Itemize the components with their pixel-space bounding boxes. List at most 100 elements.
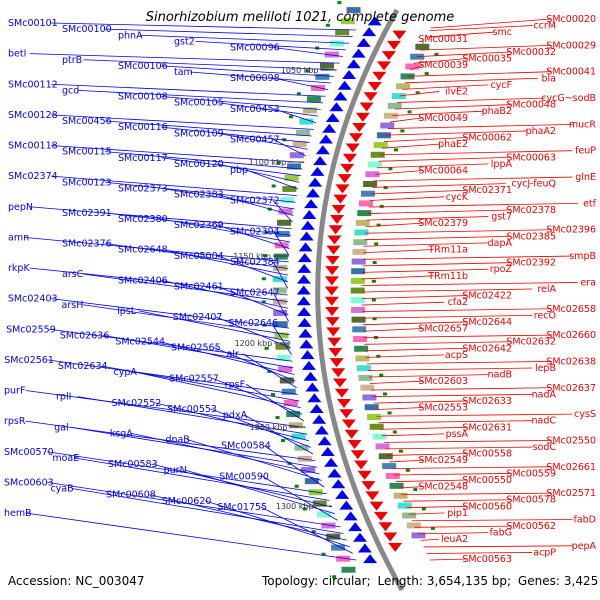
feature-stripe: [385, 472, 400, 479]
feature-stripe: [351, 306, 366, 313]
reverse-leader-line: [366, 361, 551, 365]
reverse-gene-label: acpP: [533, 547, 556, 558]
reverse-leader-line: [414, 525, 511, 528]
feature-stripe: [346, 7, 361, 14]
gc-marker: [383, 186, 388, 190]
feature-stripe: [331, 544, 346, 551]
feature-stripe: [369, 423, 384, 430]
forward-gene-arrow: [327, 468, 342, 478]
forward-gene-arrow: [309, 403, 324, 413]
feature-stripe: [360, 190, 375, 197]
forward-gene-label: SMc00115: [62, 147, 112, 158]
reverse-gene-arrow: [354, 460, 369, 470]
feature-stripe: [365, 171, 380, 178]
forward-gene-arrow: [317, 436, 332, 446]
reverse-gene-arrow: [355, 112, 370, 122]
feature-stripe: [372, 433, 387, 440]
feature-stripe: [304, 478, 319, 485]
feature-stripe: [389, 482, 404, 489]
reverse-gene-label: SMc02661: [546, 462, 596, 473]
forward-leader-line: [217, 255, 288, 283]
gc-marker: [296, 92, 301, 96]
forward-gene-label: SMc02369: [174, 220, 224, 231]
reverse-gene-label: lppA: [491, 159, 513, 170]
reverse-leader-line: [362, 268, 489, 273]
reverse-gene-label: SMc02396: [546, 225, 596, 236]
gc-marker: [275, 416, 280, 420]
forward-gene-label: SMc02636: [60, 330, 110, 341]
reverse-gene-label: SMc00039: [418, 60, 468, 71]
reverse-gene-label: SMc02631: [462, 422, 512, 433]
gc-marker: [337, 1, 342, 5]
reverse-leader-line: [393, 472, 511, 476]
reverse-gene-arrow: [381, 51, 396, 61]
forward-leader-line: [51, 114, 314, 130]
reverse-gene-label: nadB: [488, 370, 512, 381]
reverse-leader-line: [365, 222, 423, 228]
ruler-tick-label: 1300 kbp: [276, 502, 314, 511]
gc-marker: [267, 369, 272, 373]
reverse-gene-label: SMc00035: [462, 54, 512, 65]
reverse-gene-arrow: [361, 481, 376, 491]
forward-gene-label: gcd: [62, 85, 79, 96]
forward-leader-line: [77, 396, 308, 435]
gc-marker: [392, 430, 397, 434]
forward-gene-label: SMc02383: [174, 190, 224, 201]
feature-stripe: [340, 18, 355, 25]
forward-gene-arrow: [367, 16, 382, 26]
forward-leader-line: [78, 89, 324, 104]
reverse-gene-label: SMc02392: [506, 258, 556, 269]
reverse-gene-label: phaA2: [526, 126, 556, 137]
reverse-leader-line: [380, 150, 573, 156]
forward-gene-label: dnaB: [165, 435, 189, 446]
reverse-leader-line: [365, 229, 551, 234]
reverse-leader-line: [376, 163, 489, 169]
forward-gene-label: pepN: [8, 202, 33, 213]
reverse-leader-line: [361, 288, 533, 293]
forward-gene-label: SMc02394: [230, 226, 280, 237]
forward-gene-arrow: [356, 37, 371, 47]
reverse-gene-arrow: [344, 429, 359, 439]
reverse-leader-line: [369, 380, 423, 384]
forward-gene-arrow: [325, 113, 340, 123]
forward-leader-line: [190, 71, 331, 84]
reverse-leader-line: [423, 545, 573, 548]
forward-leader-line: [214, 347, 296, 382]
reverse-leader-line: [371, 189, 467, 195]
forward-gene-label: SMc02557: [169, 373, 219, 384]
reverse-gene-arrow: [369, 501, 384, 511]
gc-marker: [434, 52, 439, 56]
reverse-gene-label: ccrM: [533, 21, 556, 32]
forward-gene-label: SMc02561: [4, 355, 54, 366]
forward-gene-label: SMc02559: [6, 324, 56, 335]
feature-stripe: [406, 522, 421, 529]
reverse-gene-label: mucR: [569, 119, 596, 130]
forward-leader-line: [154, 402, 310, 442]
reverse-gene-label: nadC: [531, 416, 556, 427]
feature-stripes-layer: [261, 1, 439, 579]
feature-stripe: [291, 433, 306, 440]
forward-gene-label: cypA: [113, 367, 137, 378]
forward-gene-label: SMc00453: [230, 104, 280, 115]
forward-leader-line: [217, 194, 294, 216]
reverse-gene-label: SMc00020: [546, 14, 596, 25]
reverse-leader-line: [385, 446, 533, 450]
forward-leader-line: [272, 200, 293, 223]
accession-label: Accession:: [8, 574, 72, 588]
reverse-gene-label: gst7: [491, 212, 512, 223]
forward-gene-arrow: [335, 489, 350, 499]
forward-leader-line: [161, 65, 334, 77]
forward-leader-line: [51, 145, 305, 163]
feature-stripe: [350, 297, 365, 304]
forward-gene-label: SMc00128: [8, 110, 58, 121]
reverse-gene-label: cycK: [446, 192, 469, 203]
forward-gene-label: SMc00101: [8, 18, 58, 29]
feature-stripe: [360, 384, 375, 391]
feature-stripe: [391, 93, 406, 100]
reverse-leader-line: [362, 321, 467, 326]
forward-gene-label: gst2: [174, 36, 195, 47]
forward-leader-line: [262, 475, 338, 521]
gc-marker: [407, 110, 412, 114]
forward-gene-arrow: [296, 274, 311, 284]
